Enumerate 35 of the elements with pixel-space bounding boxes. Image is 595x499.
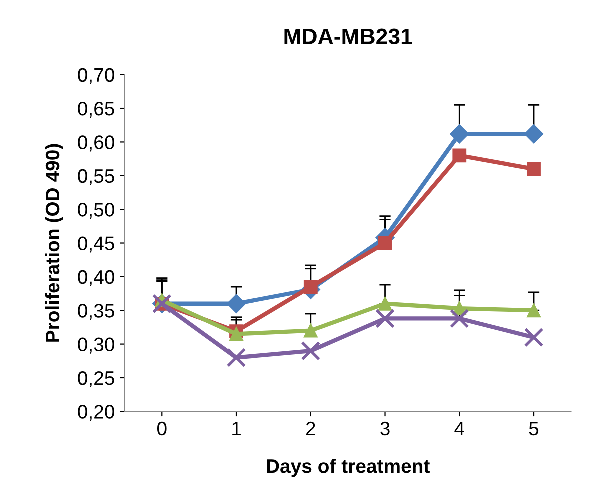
y-tick-label: 0,25 bbox=[78, 371, 114, 388]
point bbox=[230, 327, 244, 342]
y-axis-title: Proliferation (OD 490) bbox=[45, 144, 64, 342]
y-tick-label: 0,20 bbox=[78, 405, 114, 422]
y-tick-label: 0,30 bbox=[78, 338, 114, 354]
chart-title: MDA-MB231 bbox=[284, 28, 412, 45]
point bbox=[450, 308, 470, 328]
point bbox=[450, 124, 470, 144]
x-tick-label: 4 bbox=[454, 422, 464, 436]
y-tick-label: 0,70 bbox=[78, 68, 114, 84]
point bbox=[226, 294, 246, 314]
y-tick-label: 0,65 bbox=[78, 102, 114, 118]
y-tick-label: 0,60 bbox=[78, 136, 114, 152]
x-tick-label: 1 bbox=[232, 422, 241, 436]
point bbox=[524, 124, 544, 144]
point bbox=[524, 328, 544, 348]
x-tick-label: 0 bbox=[157, 422, 167, 436]
y-tick-label: 0,35 bbox=[78, 304, 114, 320]
point bbox=[304, 324, 318, 338]
y-tick-label: 0,40 bbox=[78, 270, 114, 286]
point bbox=[527, 162, 541, 176]
x-axis-title: Days of treatment bbox=[267, 458, 430, 478]
point bbox=[378, 296, 392, 311]
point bbox=[527, 304, 541, 318]
x-tick-label: 3 bbox=[380, 422, 390, 436]
y-tick-label: 0,45 bbox=[78, 236, 114, 253]
y-tick-label: 0,55 bbox=[78, 169, 114, 186]
point bbox=[376, 308, 395, 328]
point bbox=[452, 148, 467, 163]
x-tick-label: 2 bbox=[306, 422, 316, 436]
point bbox=[378, 236, 392, 250]
y-tick-label: 0,50 bbox=[78, 203, 114, 220]
x-tick-label: 5 bbox=[529, 422, 539, 436]
point bbox=[226, 348, 246, 368]
point bbox=[301, 341, 321, 361]
